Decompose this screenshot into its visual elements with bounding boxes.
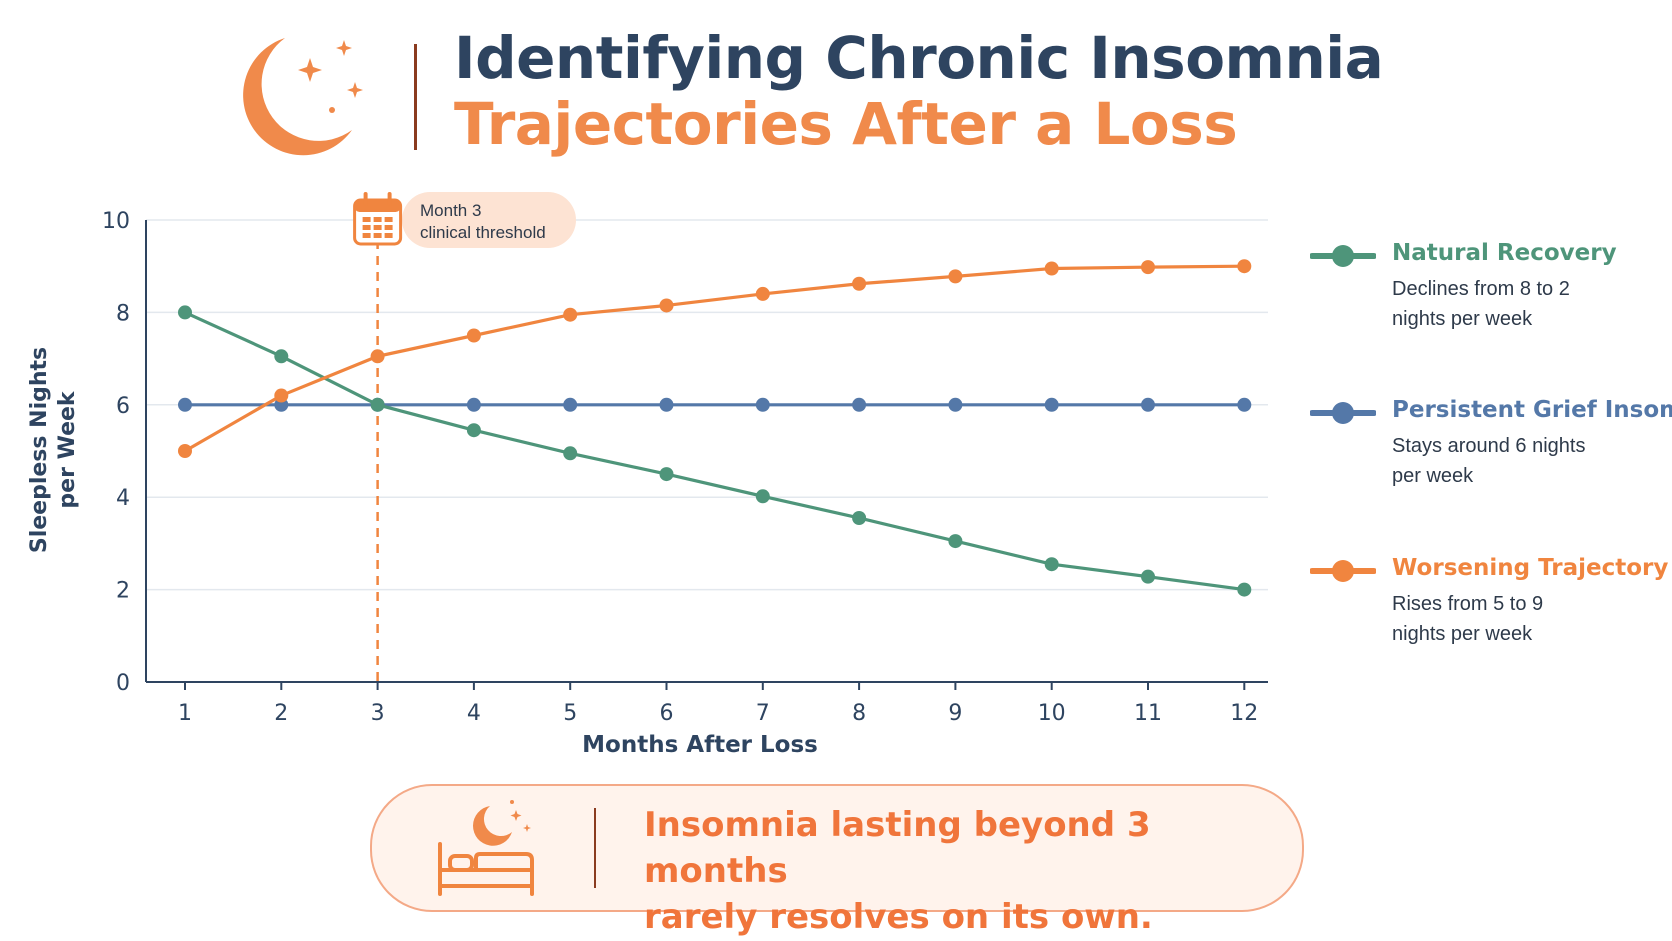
data-point bbox=[948, 534, 963, 549]
data-point bbox=[563, 307, 578, 322]
x-axis-label: Months After Loss bbox=[582, 732, 818, 758]
series-line bbox=[184, 264, 1245, 453]
data-point bbox=[274, 388, 289, 403]
series-worsening-trajectory bbox=[178, 259, 1252, 458]
legend-desc-line2: nights per week bbox=[1392, 623, 1533, 645]
data-point bbox=[1237, 582, 1252, 597]
data-point bbox=[1141, 260, 1155, 275]
legend-desc-line2: per week bbox=[1392, 465, 1474, 487]
data-point bbox=[1044, 397, 1059, 412]
data-point bbox=[755, 286, 770, 301]
data-point bbox=[1141, 569, 1155, 584]
y-tick-labels: 0 2 4 6 8 10 bbox=[102, 209, 130, 696]
series-natural-recovery bbox=[178, 305, 1252, 597]
data-point bbox=[466, 328, 481, 343]
data-point bbox=[274, 349, 289, 364]
data-point bbox=[178, 397, 192, 412]
threshold-annotation: Month 3 clinical threshold bbox=[353, 192, 576, 682]
data-point bbox=[755, 397, 770, 412]
data-point bbox=[178, 444, 192, 458]
crescent-moon-stars-icon bbox=[243, 38, 363, 156]
threshold-label-bubble bbox=[402, 192, 576, 248]
x-tick-label: 1 bbox=[178, 701, 192, 726]
calendar-icon bbox=[353, 192, 403, 246]
x-tick-label: 10 bbox=[1038, 701, 1066, 726]
callout-text: Insomnia lasting beyond 3 months rarely … bbox=[644, 802, 1284, 940]
x-tick-label: 9 bbox=[948, 701, 962, 726]
x-tick-label: 12 bbox=[1230, 701, 1258, 726]
y-tick-label: 6 bbox=[116, 394, 130, 419]
legend-name: Persistent Grief Insomnia bbox=[1392, 397, 1672, 423]
legend-description: Rises from 5 to 9 nights per week bbox=[1392, 589, 1672, 649]
page-subtitle: Trajectories After a Loss bbox=[454, 90, 1238, 158]
y-tick-label: 10 bbox=[102, 209, 130, 234]
series-persistent-grief-insomnia bbox=[178, 397, 1252, 412]
legend-name: Worsening Trajectory bbox=[1392, 555, 1669, 581]
data-point bbox=[178, 305, 192, 320]
legend-desc-line1: Declines from 8 to 2 bbox=[1392, 278, 1570, 300]
y-axis-label-line2: per Week bbox=[55, 390, 80, 509]
data-point bbox=[659, 397, 674, 412]
data-point bbox=[948, 269, 963, 284]
x-tick-label: 4 bbox=[467, 701, 481, 726]
page-title: Identifying Chronic Insomnia bbox=[454, 24, 1384, 92]
y-axis-label-line1: Sleepless Nights bbox=[27, 347, 52, 553]
data-point bbox=[1237, 259, 1252, 274]
legend-key-icon bbox=[1310, 560, 1376, 582]
data-point bbox=[370, 349, 385, 364]
x-tick-label: 3 bbox=[371, 701, 385, 726]
data-point bbox=[370, 397, 385, 412]
series-layer bbox=[178, 259, 1252, 597]
header: Identifying Chronic Insomnia Trajectorie… bbox=[0, 0, 1672, 180]
legend-key-icon bbox=[1310, 245, 1376, 267]
x-tick-labels: 1 2 3 4 5 6 7 8 9 10 11 12 bbox=[178, 682, 1258, 726]
legend-desc-line1: Rises from 5 to 9 bbox=[1392, 593, 1544, 615]
legend-key-icon bbox=[1310, 402, 1376, 424]
legend-name: Natural Recovery bbox=[1392, 240, 1617, 266]
x-tick-label: 11 bbox=[1134, 701, 1162, 726]
data-point bbox=[1237, 397, 1252, 412]
y-tick-label: 0 bbox=[116, 671, 130, 696]
threshold-label-line1: Month 3 bbox=[420, 201, 481, 220]
y-tick-label: 4 bbox=[116, 486, 130, 511]
data-point bbox=[948, 397, 963, 412]
title-divider bbox=[414, 44, 417, 150]
x-tick-label: 7 bbox=[756, 701, 770, 726]
y-tick-label: 8 bbox=[116, 301, 130, 326]
data-point bbox=[466, 423, 481, 438]
data-point bbox=[466, 397, 481, 412]
data-point bbox=[852, 276, 867, 291]
x-tick-label: 2 bbox=[274, 701, 288, 726]
key-takeaway-callout: Insomnia lasting beyond 3 months rarely … bbox=[370, 784, 1304, 937]
bed-moon-icon bbox=[438, 800, 534, 896]
callout-line2: rarely resolves on its own. bbox=[644, 897, 1153, 937]
data-point bbox=[659, 298, 674, 313]
x-tick-label: 6 bbox=[660, 701, 674, 726]
axes bbox=[145, 220, 1268, 683]
data-point bbox=[563, 446, 578, 461]
data-point bbox=[659, 467, 674, 482]
data-point bbox=[755, 489, 770, 504]
legend-desc-line2: nights per week bbox=[1392, 308, 1533, 330]
x-tick-label: 8 bbox=[852, 701, 866, 726]
legend-desc-line1: Stays around 6 nights bbox=[1392, 435, 1586, 457]
data-point bbox=[563, 397, 578, 412]
data-point bbox=[1044, 557, 1059, 572]
legend-description: Stays around 6 nights per week bbox=[1392, 431, 1672, 491]
threshold-label-line2: clinical threshold bbox=[420, 223, 546, 242]
data-point bbox=[852, 510, 867, 525]
data-point bbox=[1044, 261, 1059, 276]
data-point bbox=[852, 397, 867, 412]
series-line bbox=[184, 310, 1245, 592]
legend-description: Declines from 8 to 2 nights per week bbox=[1392, 274, 1672, 334]
callout-line1: Insomnia lasting beyond 3 months bbox=[644, 805, 1151, 891]
callout-divider bbox=[594, 808, 596, 888]
y-tick-label: 2 bbox=[116, 579, 130, 604]
data-point bbox=[1141, 397, 1155, 412]
x-tick-label: 5 bbox=[563, 701, 577, 726]
